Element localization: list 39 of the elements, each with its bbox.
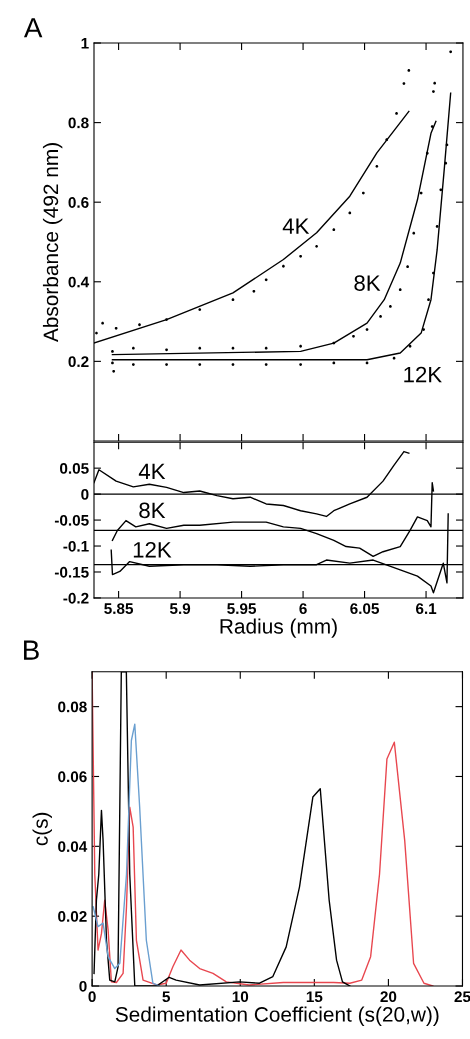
- annotation: 4K: [138, 463, 166, 480]
- x-axis-title: Radius (mm): [220, 618, 337, 638]
- annotation: 4K: [282, 218, 310, 234]
- text: A: [23, 18, 43, 38]
- annotation: 8K: [139, 502, 166, 519]
- y-axis-title: c(s): [32, 812, 52, 846]
- x-tick-label: 5: [162, 991, 171, 1003]
- y-tick-label: 0: [81, 488, 89, 500]
- x-tick-label: 10: [232, 991, 249, 1003]
- y-tick-label: 1: [81, 38, 89, 49]
- x-tick-label: 20: [380, 991, 397, 1003]
- y-tick-label: 0.02: [58, 911, 87, 922]
- y-tick-label: 0.05: [60, 463, 89, 474]
- y-tick-label: 0.04: [58, 841, 88, 853]
- y-tick-label: -0.2: [63, 592, 89, 604]
- y-tick-label: 0.2: [68, 356, 89, 368]
- x-tick-label: 6: [299, 603, 307, 615]
- y-tick-label: -0.05: [54, 514, 89, 526]
- y-tick-label: -0.1: [63, 540, 89, 552]
- y-tick-label: 0.8: [68, 117, 89, 129]
- x-tick-label: 5.85: [104, 603, 134, 615]
- annotation: 12K: [133, 541, 172, 558]
- x-tick-label: 25: [454, 991, 470, 1003]
- y-tick-label: 0.6: [68, 197, 89, 208]
- y-tick-label: 0: [79, 980, 87, 992]
- x-tick-label: 5.9: [169, 603, 191, 615]
- y-tick-label: 0.08: [58, 701, 87, 713]
- x-tick-label: 6.1: [416, 603, 437, 615]
- y-tick-label: -0.15: [54, 566, 89, 578]
- text: B: [24, 640, 39, 660]
- x-tick-label: 15: [306, 991, 323, 1003]
- x-tick-label: 6.05: [350, 603, 380, 615]
- y-tick-label: 0.06: [58, 771, 87, 783]
- annotation: 12K: [404, 366, 442, 383]
- annotation: 8K: [354, 275, 381, 291]
- y-axis-title: Absorbance (492 nm): [42, 143, 63, 343]
- x-tick-label: 5.95: [227, 603, 257, 615]
- x-axis-title: Sedimentation Coefficient (s(20,w)): [115, 1006, 439, 1026]
- y-tick-label: 0.4: [68, 276, 90, 288]
